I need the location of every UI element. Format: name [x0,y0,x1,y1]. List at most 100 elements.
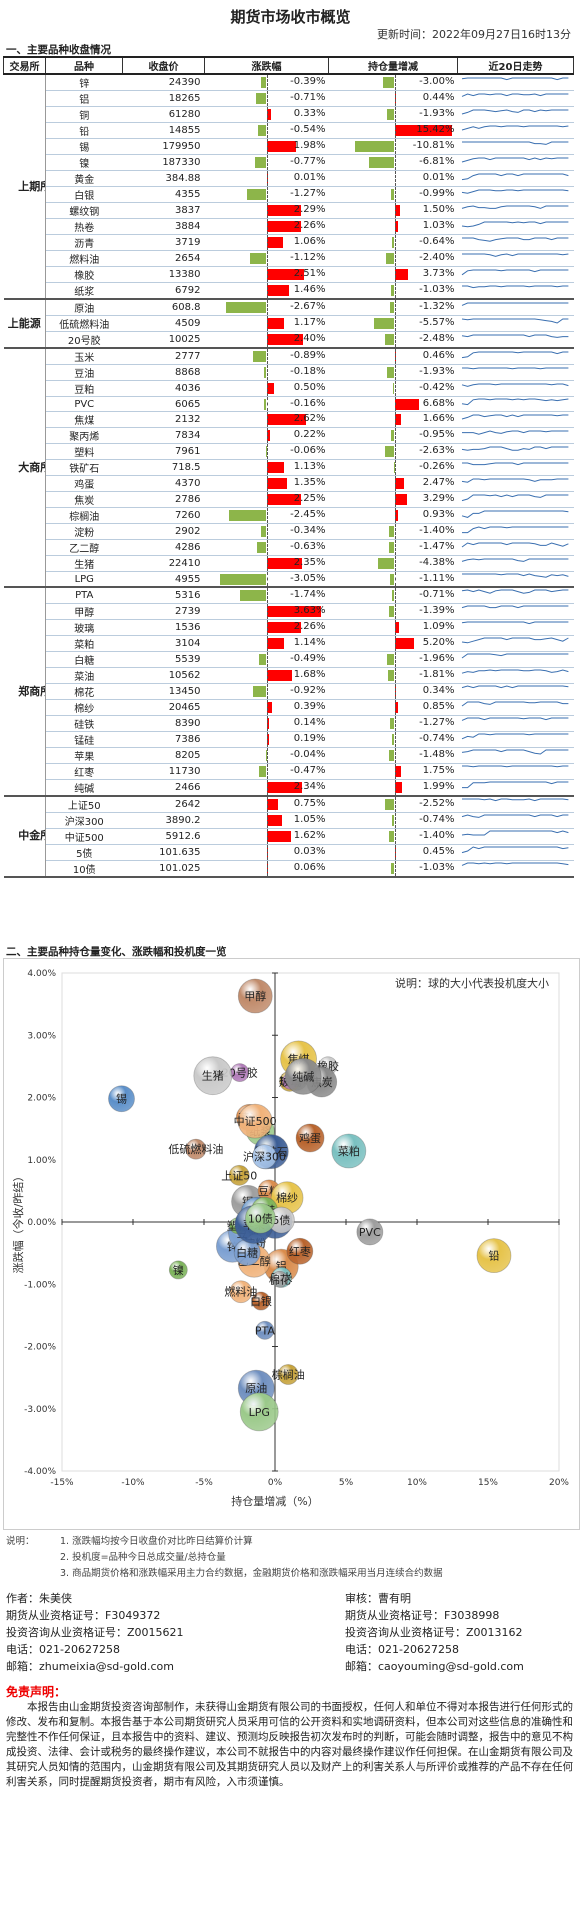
zero-line [266,381,268,396]
update-time: 更新时间：2022年09月27日16时13分 [377,28,571,41]
reviewer-email[interactable]: 邮箱：caoyouming@sd-gold.com [345,1660,524,1673]
table-row: 中证500 5912.6 1.62% -1.40% [4,828,574,845]
bubble [229,1280,253,1304]
zero-line [266,412,268,427]
oi-change-cell: 0.46% [328,348,458,365]
table-row: 甲醇 2739 3.63% -1.39% [4,603,574,620]
author-email[interactable]: 邮箱：zhumeixia@sd-gold.com [6,1660,174,1673]
close-price: 8390 [122,715,205,732]
trend-sparkline [457,651,574,668]
trend-sparkline [457,539,574,557]
bubble [252,1144,277,1170]
trend-sparkline [457,315,574,332]
change-bar [261,526,267,538]
close-price: 5912.6 [122,828,205,845]
zero-line [394,155,396,170]
close-price: 2786 [122,491,205,509]
trend-sparkline [457,763,574,780]
zero-line [266,139,268,154]
zero-line [266,683,268,699]
notes-label: 说明： [6,1536,35,1547]
oi-change-cell: 0.01% [328,170,458,187]
change-bar [263,367,267,378]
oi-change-cell: -2.63% [328,443,458,461]
oi-change-bar [390,285,395,296]
change-value: 1.35% [293,477,326,489]
oi-change-value: 0.93% [422,509,455,521]
change-bar [260,77,267,88]
bubble [185,1138,207,1160]
product-name: 镍 [45,154,123,171]
oi-change-cell: 0.85% [328,699,458,716]
trend-sparkline [457,667,574,684]
oi-change-cell: -1.03% [328,282,458,300]
oi-change-bar [385,334,395,345]
change-value: -0.71% [290,92,326,103]
close-price: 3890.2 [122,812,205,829]
bubble-label: 棕榈油 [272,1368,305,1382]
zero-line [266,171,268,186]
oi-change-cell: -1.03% [328,860,458,878]
product-name: 螺纹钢 [45,202,123,219]
change-bar [256,542,267,554]
change-value: -0.54% [290,124,326,135]
change-value: 2.51% [293,268,326,279]
reviewer-name: 审核：曹有明 [345,1592,411,1605]
zero-line [266,107,268,122]
product-name: 焦炭 [45,491,123,509]
zero-line [266,747,268,763]
change-value: 0.75% [293,797,326,809]
zero-line [394,91,396,106]
scatter-chart-svg: 4.00% 3.00% 2.00% 1.00% 0.00% -1.00% -2.00% -3.… [11,969,569,1508]
bubble [286,1237,314,1265]
trend-sparkline [457,90,574,107]
zero-line [266,476,268,491]
zero-line [394,460,396,475]
oi-change-bar [389,302,395,313]
bubble [193,1056,233,1096]
oi-change-cell: -1.96% [328,651,458,668]
product-name: 橡胶 [45,266,123,283]
zero-line [266,731,268,747]
oi-change-bar [391,590,395,602]
section-title-chart: 二、主要品种持仓量变化、涨跌幅和投机度一览 [6,946,227,958]
change-bar [259,653,267,665]
oi-change-cell: -0.42% [328,380,458,397]
change-cell: 1.68% [204,667,329,684]
trend-sparkline [457,699,574,716]
trend-sparkline [457,348,574,365]
change-cell: -3.05% [204,571,329,589]
product-name: 豆粕 [45,380,123,397]
zero-line [266,828,268,844]
close-price: 187330 [122,154,205,171]
trend-sparkline [457,364,574,381]
change-bar [266,430,270,442]
bubble [356,1218,384,1246]
trend-sparkline [457,443,574,461]
close-price: 3104 [122,635,205,652]
table-row: 乙二醇 4286 -0.63% -1.47% [4,539,574,557]
change-value: 1.17% [293,317,326,328]
x-tick-label: -15% [50,1478,74,1488]
close-price: 18265 [122,90,205,107]
change-bar [264,399,267,410]
change-bar [266,494,301,506]
zero-line [266,619,268,635]
change-value: -0.06% [290,445,326,457]
close-price: 7834 [122,427,205,445]
column-header: 品种 [45,56,123,75]
exchange-cell: 上能源 [3,299,46,349]
oi-change-bar [389,605,395,617]
change-cell: -0.77% [204,154,329,171]
change-value: 0.14% [293,716,326,728]
product-name: 铝 [45,90,123,107]
change-cell: 0.01% [204,170,329,187]
change-bar [259,765,267,777]
zero-line [394,365,396,380]
change-bar [247,189,267,200]
change-bar [266,221,301,232]
product-name: 原油 [45,299,123,316]
change-bar [266,605,322,617]
oi-change-cell: -4.38% [328,555,458,573]
